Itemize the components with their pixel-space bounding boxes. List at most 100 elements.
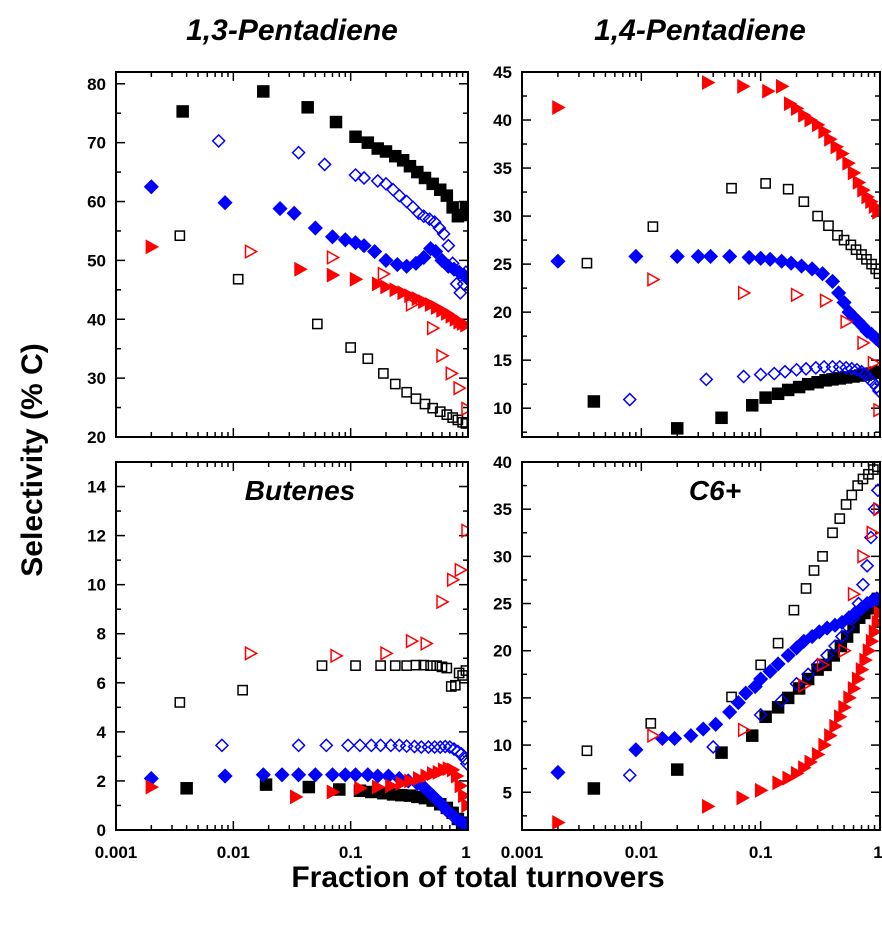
data-point-diamond xyxy=(405,200,421,215)
data-point-diamond xyxy=(324,229,341,245)
data-point-triangle-right xyxy=(804,112,818,128)
data-point-diamond xyxy=(741,249,757,265)
data-point-diamond xyxy=(441,238,456,253)
data-point-square xyxy=(434,406,446,418)
data-point-diamond xyxy=(622,392,637,407)
data-point-diamond xyxy=(453,285,468,300)
data-point-diamond xyxy=(804,261,820,277)
data-point-square xyxy=(418,659,430,671)
data-point-square xyxy=(180,782,193,795)
series-s_filled_triangle xyxy=(552,605,880,830)
data-point-square xyxy=(823,220,834,232)
data-point-diamond xyxy=(348,167,363,183)
data-point-triangle-right xyxy=(775,78,790,94)
data-point-square xyxy=(440,189,454,202)
data-point-diamond xyxy=(814,266,831,282)
data-point-square xyxy=(316,660,328,671)
data-point-square xyxy=(647,221,659,232)
data-point-triangle-right xyxy=(790,101,805,116)
data-point-triangle-right xyxy=(798,678,812,694)
data-point-triangle-right xyxy=(790,287,805,303)
data-point-triangle-right xyxy=(458,788,468,804)
series-s_open_square xyxy=(174,659,468,708)
data-point-triangle-right xyxy=(389,282,404,298)
data-point-diamond xyxy=(622,768,637,783)
data-point-diamond xyxy=(436,226,451,241)
data-point-square xyxy=(772,637,784,649)
data-points xyxy=(143,523,468,830)
y-tick-label: 6 xyxy=(97,674,106,693)
data-point-square xyxy=(460,665,468,676)
data-point-diamond xyxy=(736,369,751,384)
data-point-triangle-right xyxy=(873,605,880,621)
series-s_filled_triangle xyxy=(145,239,468,333)
data-point-diamond xyxy=(695,721,711,737)
data-point-diamond xyxy=(458,817,468,830)
data-point-square xyxy=(389,378,401,390)
series-s_open_triangle xyxy=(647,501,880,744)
data-point-square xyxy=(378,368,389,379)
data-point-triangle-right xyxy=(783,96,798,112)
data-point-square xyxy=(726,691,737,703)
data-point-diamond xyxy=(356,238,372,254)
data-point-diamond xyxy=(364,738,379,753)
data-point-square xyxy=(759,391,772,404)
data-point-square xyxy=(581,257,593,269)
data-point-diamond xyxy=(378,176,394,191)
data-point-diamond xyxy=(869,379,880,395)
y-tick-label: 20 xyxy=(493,642,512,661)
data-point-diamond xyxy=(654,730,670,747)
data-point-square xyxy=(581,745,593,757)
y-tick-label: 40 xyxy=(87,310,106,329)
data-point-square xyxy=(449,679,461,691)
data-point-diamond xyxy=(370,173,385,188)
data-point-diamond xyxy=(849,362,864,377)
data-point-triangle-right xyxy=(824,131,838,147)
data-point-triangle-right xyxy=(790,765,805,781)
data-point-diamond xyxy=(669,248,685,264)
data-point-triangle-right xyxy=(811,117,826,133)
data-point-diamond xyxy=(855,577,871,592)
data-point-diamond xyxy=(699,372,714,387)
data-point-square xyxy=(587,395,601,408)
data-point-diamond xyxy=(291,738,306,753)
data-point-diamond xyxy=(708,716,724,732)
data-point-square xyxy=(375,660,386,671)
series-s_filled_square xyxy=(587,365,880,435)
data-point-triangle-right xyxy=(737,78,751,94)
data-point-square xyxy=(453,667,465,679)
data-point-diamond xyxy=(753,707,768,722)
data-point-diamond xyxy=(307,220,323,236)
data-point-diamond xyxy=(143,179,159,195)
data-point-diamond xyxy=(272,201,288,217)
data-point-triangle-right xyxy=(412,771,427,786)
data-point-triangle-right xyxy=(446,572,461,588)
data-point-triangle-right xyxy=(819,293,834,309)
data-point-square xyxy=(782,183,794,195)
y-tick-label: 15 xyxy=(493,689,512,708)
data-point-diamond xyxy=(459,756,468,771)
data-point-diamond xyxy=(770,656,786,672)
panel-2: 10 15 20 25 30 35 40 45 1,4-Pentadiene xyxy=(493,14,881,438)
data-point-triangle-right xyxy=(244,645,259,661)
data-point-square xyxy=(176,105,189,118)
data-point-diamond xyxy=(432,220,447,236)
data-point-square xyxy=(715,746,728,759)
data-point-triangle-right xyxy=(420,768,434,784)
data-point-square xyxy=(401,386,412,398)
y-tick-label: 5 xyxy=(503,783,512,802)
data-point-diamond xyxy=(706,739,721,755)
data-point-triangle-right xyxy=(647,728,661,744)
data-point-diamond xyxy=(211,133,226,148)
x-tick-label: 0.01 xyxy=(625,843,658,862)
data-point-diamond xyxy=(392,188,407,203)
data-point-diamond xyxy=(425,788,441,804)
data-point-square xyxy=(401,660,412,671)
y-tick-label: 0 xyxy=(97,821,106,840)
x-tick-label: 0.01 xyxy=(217,843,250,862)
data-point-triangle-right xyxy=(840,314,854,330)
data-point-diamond xyxy=(378,252,394,268)
series-s_filled_diamond xyxy=(143,179,468,286)
y-tick-label: 12 xyxy=(87,527,106,546)
data-point-triangle-right xyxy=(867,355,880,371)
